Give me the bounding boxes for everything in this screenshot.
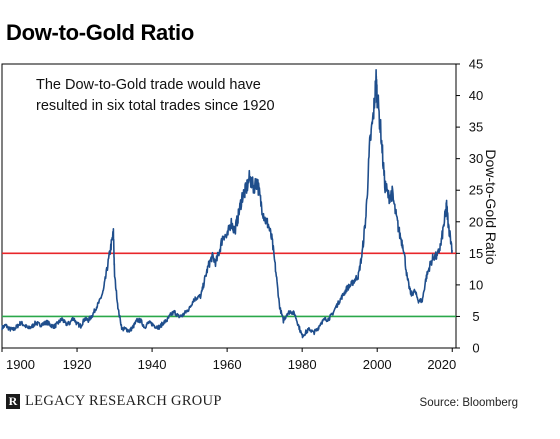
series-line-0 [1,69,453,339]
reference-lines [2,252,456,318]
y-tick-label: 30 [469,151,483,166]
y-tick-label: 20 [469,214,483,229]
y-tick-label: 5 [472,309,479,324]
y-tick-label: 35 [469,120,483,135]
x-tick-label: 1920 [63,357,92,372]
source-note: Source: Bloomberg [419,397,518,409]
y-tick-label: 45 [469,57,483,72]
x-tick-label: 1900 [6,357,35,372]
y-tick-label: 15 [469,246,483,261]
y-axis-label: Dow-to-Gold Ratio [483,149,499,264]
brand-name: LEGACY RESEARCH GROUP [25,393,222,409]
x-tick-label: 2000 [363,357,392,372]
x-tick-label: 2020 [427,357,456,372]
x-tick-label: 1980 [288,357,317,372]
legacy-research-logo-icon: R [6,394,20,409]
y-tick-label: 0 [472,341,479,356]
x-axis-ticks: 1900 1920 1940 1960 1980 2000 2020 [1,348,456,372]
chart-title: Dow-to-Gold Ratio [6,20,194,45]
annotation-line-1: The Dow-to-Gold trade would have [36,77,261,93]
brand: R LEGACY RESEARCH GROUP [6,393,222,410]
x-tick-label: 1940 [138,357,167,372]
series-layer [1,69,453,339]
y-axis-ticks: 0 5 10 15 20 25 30 35 40 45 [456,57,483,356]
y-tick-label: 25 [469,183,483,198]
y-tick-label: 10 [469,277,483,292]
plot-frame [1,63,457,349]
x-tick-label: 1960 [213,357,242,372]
y-tick-label: 40 [469,88,483,103]
annotation-line-2: resulted in six total trades since 1920 [36,98,275,114]
